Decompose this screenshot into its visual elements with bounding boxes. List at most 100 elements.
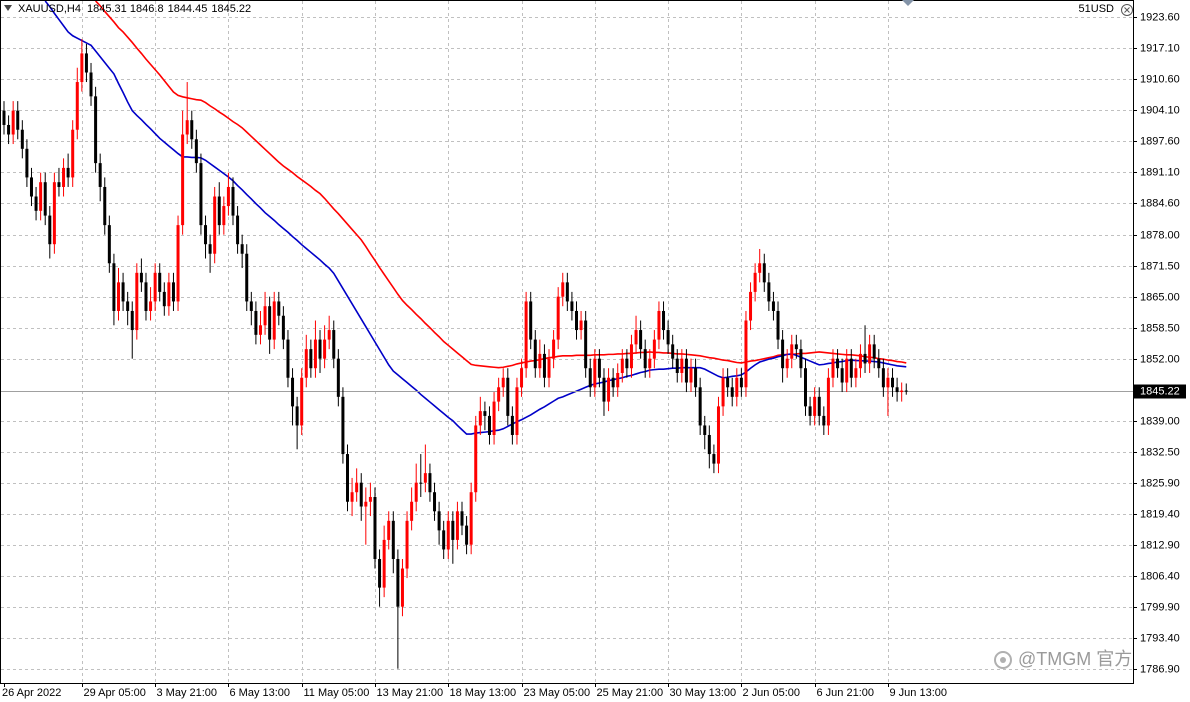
moving-average-line bbox=[95, 0, 907, 369]
candle-body bbox=[666, 330, 670, 345]
candle-body bbox=[597, 358, 601, 378]
candle-body bbox=[739, 377, 743, 388]
candle-body bbox=[831, 358, 835, 378]
candle-body bbox=[359, 482, 363, 507]
candle-body bbox=[524, 301, 528, 369]
x-tick-label: 2 Jun 05:00 bbox=[743, 687, 801, 699]
candle-body bbox=[291, 377, 295, 407]
candle-body bbox=[84, 53, 88, 73]
candle-body bbox=[240, 244, 244, 254]
candle-body bbox=[762, 263, 766, 283]
candle-body bbox=[336, 358, 340, 397]
candle-body bbox=[698, 387, 702, 426]
candle-body bbox=[533, 339, 537, 369]
candle-body bbox=[176, 225, 180, 302]
candle-body bbox=[249, 301, 253, 311]
y-tick-label: 1832.50 bbox=[1140, 446, 1180, 458]
candle-body bbox=[629, 344, 633, 369]
candle-body bbox=[433, 492, 437, 512]
candle-body bbox=[43, 182, 47, 216]
candle-body bbox=[474, 425, 478, 493]
candle-body bbox=[39, 182, 43, 211]
candle-body bbox=[451, 520, 455, 540]
candle-body bbox=[263, 306, 267, 326]
candle-body bbox=[194, 139, 198, 164]
candle-body bbox=[716, 406, 720, 464]
header-close: 1845.22 bbox=[211, 3, 251, 15]
axes: 1923.60 1917.10 1910.60 1904.10 1897.60 1891.… bbox=[2, 11, 1186, 699]
candle-body bbox=[258, 325, 262, 335]
candle-body bbox=[410, 501, 414, 521]
candle-body bbox=[419, 482, 423, 484]
candle-body bbox=[171, 282, 175, 302]
candle-body bbox=[117, 282, 120, 311]
candle-body bbox=[616, 372, 620, 388]
y-tick-label: 1852.00 bbox=[1140, 353, 1180, 365]
candle-body bbox=[162, 291, 166, 307]
candle-body bbox=[208, 244, 212, 254]
candle-body bbox=[382, 539, 386, 588]
y-tick-label: 1786.90 bbox=[1140, 663, 1180, 675]
candle-body bbox=[277, 301, 281, 316]
candle-body bbox=[877, 358, 881, 369]
candle-body bbox=[272, 301, 276, 340]
close-button[interactable] bbox=[1121, 4, 1133, 16]
candle-body bbox=[204, 225, 208, 245]
y-tick-label: 1917.10 bbox=[1140, 42, 1180, 54]
y-tick-label: 1799.90 bbox=[1140, 601, 1180, 613]
candle-body bbox=[57, 182, 61, 187]
x-tick-label: 26 Apr 2022 bbox=[2, 687, 61, 699]
y-tick-label: 1839.00 bbox=[1140, 415, 1180, 427]
candle-body bbox=[712, 454, 716, 464]
candle-body bbox=[20, 129, 24, 149]
y-tick-label: 1923.60 bbox=[1140, 11, 1180, 23]
header-open: 1845.31 bbox=[87, 3, 127, 15]
candle-body bbox=[826, 377, 830, 426]
candle-body bbox=[483, 411, 487, 416]
candle-body bbox=[25, 148, 29, 178]
y-tick-label: 1878.00 bbox=[1140, 229, 1180, 241]
candle-body bbox=[181, 134, 185, 226]
candle-body bbox=[822, 415, 826, 426]
candle-body bbox=[790, 344, 794, 359]
candle-body bbox=[478, 411, 482, 426]
candle-body bbox=[707, 434, 711, 455]
candle-body bbox=[323, 339, 327, 359]
watermark-logo-dot bbox=[1000, 657, 1006, 663]
watermark: @TMGM 官方 bbox=[1018, 649, 1132, 669]
candle-body bbox=[368, 496, 372, 502]
candle-body bbox=[107, 225, 111, 264]
candle-body bbox=[341, 396, 345, 455]
candle-body bbox=[648, 358, 652, 369]
candle-body bbox=[643, 349, 647, 369]
candle-body bbox=[103, 186, 107, 226]
candle-body bbox=[538, 353, 542, 369]
close-icon[interactable] bbox=[1121, 4, 1133, 16]
candle-body bbox=[515, 387, 519, 435]
close-icon-cross[interactable] bbox=[1124, 7, 1130, 13]
watermark-logo-ring bbox=[994, 651, 1012, 669]
candle-body bbox=[726, 377, 730, 388]
y-tick-label: 1897.60 bbox=[1140, 135, 1180, 147]
y-tick-label: 1793.40 bbox=[1140, 632, 1180, 644]
header: XAUUSD,H4 1845.31 1846.8 1844.45 1845.22 bbox=[18, 3, 251, 15]
candle-body bbox=[7, 124, 11, 135]
candle-body bbox=[295, 406, 299, 426]
candle-body bbox=[185, 120, 189, 135]
candle-body bbox=[80, 53, 84, 83]
candle-body bbox=[98, 163, 102, 187]
x-tick-label: 13 May 21:00 bbox=[377, 687, 444, 699]
candle-body bbox=[703, 425, 707, 435]
candle-body bbox=[579, 320, 583, 331]
candle-body bbox=[556, 296, 560, 340]
candle-body bbox=[904, 390, 908, 392]
candle-body bbox=[455, 511, 459, 540]
x-tick-label: 3 May 21:00 bbox=[157, 687, 218, 699]
candle-body bbox=[588, 368, 592, 388]
candle-body bbox=[593, 358, 597, 388]
x-tick-label: 9 Jun 13:00 bbox=[890, 687, 948, 699]
candle-body bbox=[506, 377, 510, 416]
candle-body bbox=[75, 82, 79, 130]
watermark-logo bbox=[994, 651, 1012, 669]
candle-body bbox=[281, 315, 285, 340]
